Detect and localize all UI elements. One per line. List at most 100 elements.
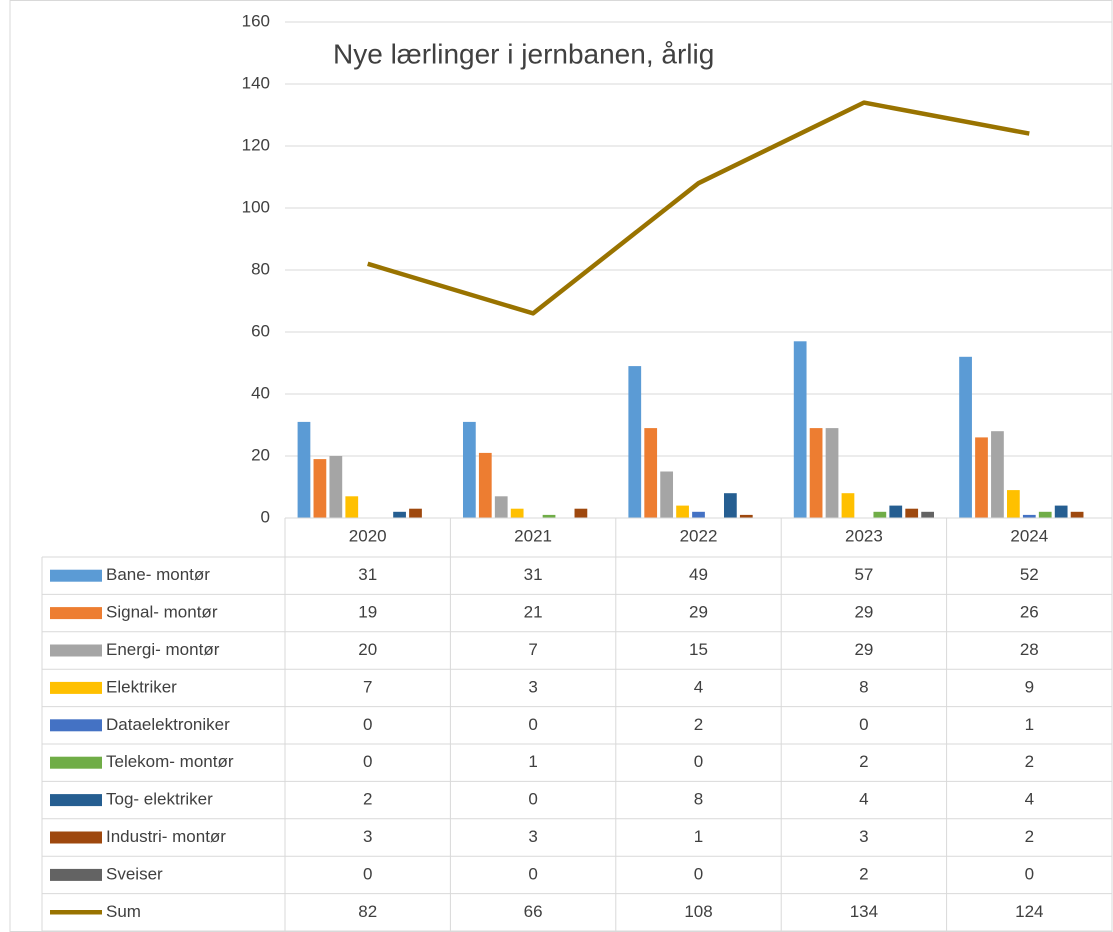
bar	[975, 437, 988, 518]
bar	[1070, 511, 1084, 518]
bar	[873, 511, 887, 518]
y-tick-label: 140	[242, 73, 270, 92]
table-value: 57	[854, 565, 873, 584]
table-value: 0	[694, 752, 703, 771]
legend-swatch	[50, 607, 102, 620]
bar	[1022, 514, 1036, 518]
table-value: 7	[363, 677, 372, 696]
table-value: 8	[859, 677, 868, 696]
table-value: 3	[363, 827, 372, 846]
bar	[793, 341, 807, 518]
bar	[1006, 490, 1020, 518]
bar	[841, 493, 855, 518]
x-tick-label: 2020	[349, 526, 387, 545]
table-value: 3	[528, 677, 537, 696]
legend-label: Bane- montør	[106, 565, 210, 584]
bar	[574, 508, 588, 518]
legend-label: Energi- montør	[106, 640, 220, 659]
table-value: 52	[1020, 565, 1039, 584]
bar	[676, 505, 689, 518]
bar	[297, 421, 311, 518]
table-value: 21	[524, 603, 543, 622]
table-value: 0	[694, 864, 703, 883]
table-value: 0	[528, 790, 537, 809]
table-value: 3	[528, 827, 537, 846]
table-value: 2	[363, 790, 372, 809]
legend-label: Telekom- montør	[106, 752, 234, 771]
bar	[393, 511, 406, 518]
legend-swatch	[50, 719, 102, 732]
bar	[345, 496, 359, 518]
bar	[1038, 511, 1052, 518]
y-tick-label: 20	[251, 445, 270, 464]
chart-title: Nye lærlinger i jernbanen, årlig	[333, 38, 714, 69]
bar	[825, 428, 839, 518]
table-value: 2	[859, 864, 868, 883]
table-value: 2	[1025, 752, 1034, 771]
table-value: 8	[694, 790, 703, 809]
table-value: 29	[689, 603, 708, 622]
table-value: 82	[358, 902, 377, 921]
x-tick-label: 2021	[514, 526, 552, 545]
table-value: 3	[859, 827, 868, 846]
table-value: 108	[684, 902, 712, 921]
y-tick-label: 160	[242, 11, 270, 30]
bar	[959, 356, 972, 518]
legend-label: Tog- elektriker	[106, 790, 213, 809]
x-tick-label: 2022	[680, 526, 718, 545]
table-value: 0	[363, 752, 372, 771]
table-value: 28	[1020, 640, 1039, 659]
bar	[991, 431, 1004, 518]
bar	[409, 508, 422, 518]
bar	[462, 421, 476, 518]
table-value: 19	[358, 603, 377, 622]
bar	[809, 428, 823, 518]
table-value: 4	[859, 790, 868, 809]
bar	[329, 456, 343, 518]
y-tick-label: 60	[251, 321, 270, 340]
table-value: 1	[1025, 715, 1034, 734]
table-value: 0	[528, 715, 537, 734]
bar	[739, 514, 753, 518]
bar	[313, 459, 327, 518]
table-value: 1	[528, 752, 537, 771]
table-value: 29	[854, 603, 873, 622]
table-value: 31	[358, 565, 377, 584]
table-value: 1	[694, 827, 703, 846]
table-value: 20	[358, 640, 377, 659]
y-tick-label: 0	[261, 507, 270, 526]
bar	[889, 505, 903, 518]
bar	[660, 471, 674, 518]
bar	[510, 508, 524, 518]
table-value: 9	[1025, 677, 1034, 696]
x-tick-label: 2023	[845, 526, 883, 545]
table-value: 0	[363, 715, 372, 734]
bar	[1054, 505, 1068, 518]
bar	[494, 496, 508, 518]
legend-swatch	[50, 794, 102, 807]
bar	[692, 511, 705, 518]
legend-label: Industri- montør	[106, 827, 226, 846]
y-tick-label: 40	[251, 383, 270, 402]
legend-swatch	[50, 868, 102, 881]
table-value: 7	[528, 640, 537, 659]
table-value: 124	[1015, 902, 1043, 921]
bar	[542, 514, 556, 518]
table-value: 31	[524, 565, 543, 584]
bar	[723, 493, 737, 518]
legend-swatch	[50, 569, 102, 582]
table-value: 0	[1025, 864, 1034, 883]
legend-label: Elektriker	[106, 677, 177, 696]
table-value: 0	[528, 864, 537, 883]
legend-swatch	[50, 831, 102, 844]
table-value: 29	[854, 640, 873, 659]
table-value: 2	[694, 715, 703, 734]
table-value: 134	[850, 902, 878, 921]
legend-swatch	[50, 644, 102, 657]
line	[367, 100, 1030, 316]
bar	[478, 452, 492, 518]
x-tick-label: 2024	[1010, 526, 1048, 545]
table-value: 2	[859, 752, 868, 771]
legend-label: Sum	[106, 902, 141, 921]
table-value: 2	[1025, 827, 1034, 846]
